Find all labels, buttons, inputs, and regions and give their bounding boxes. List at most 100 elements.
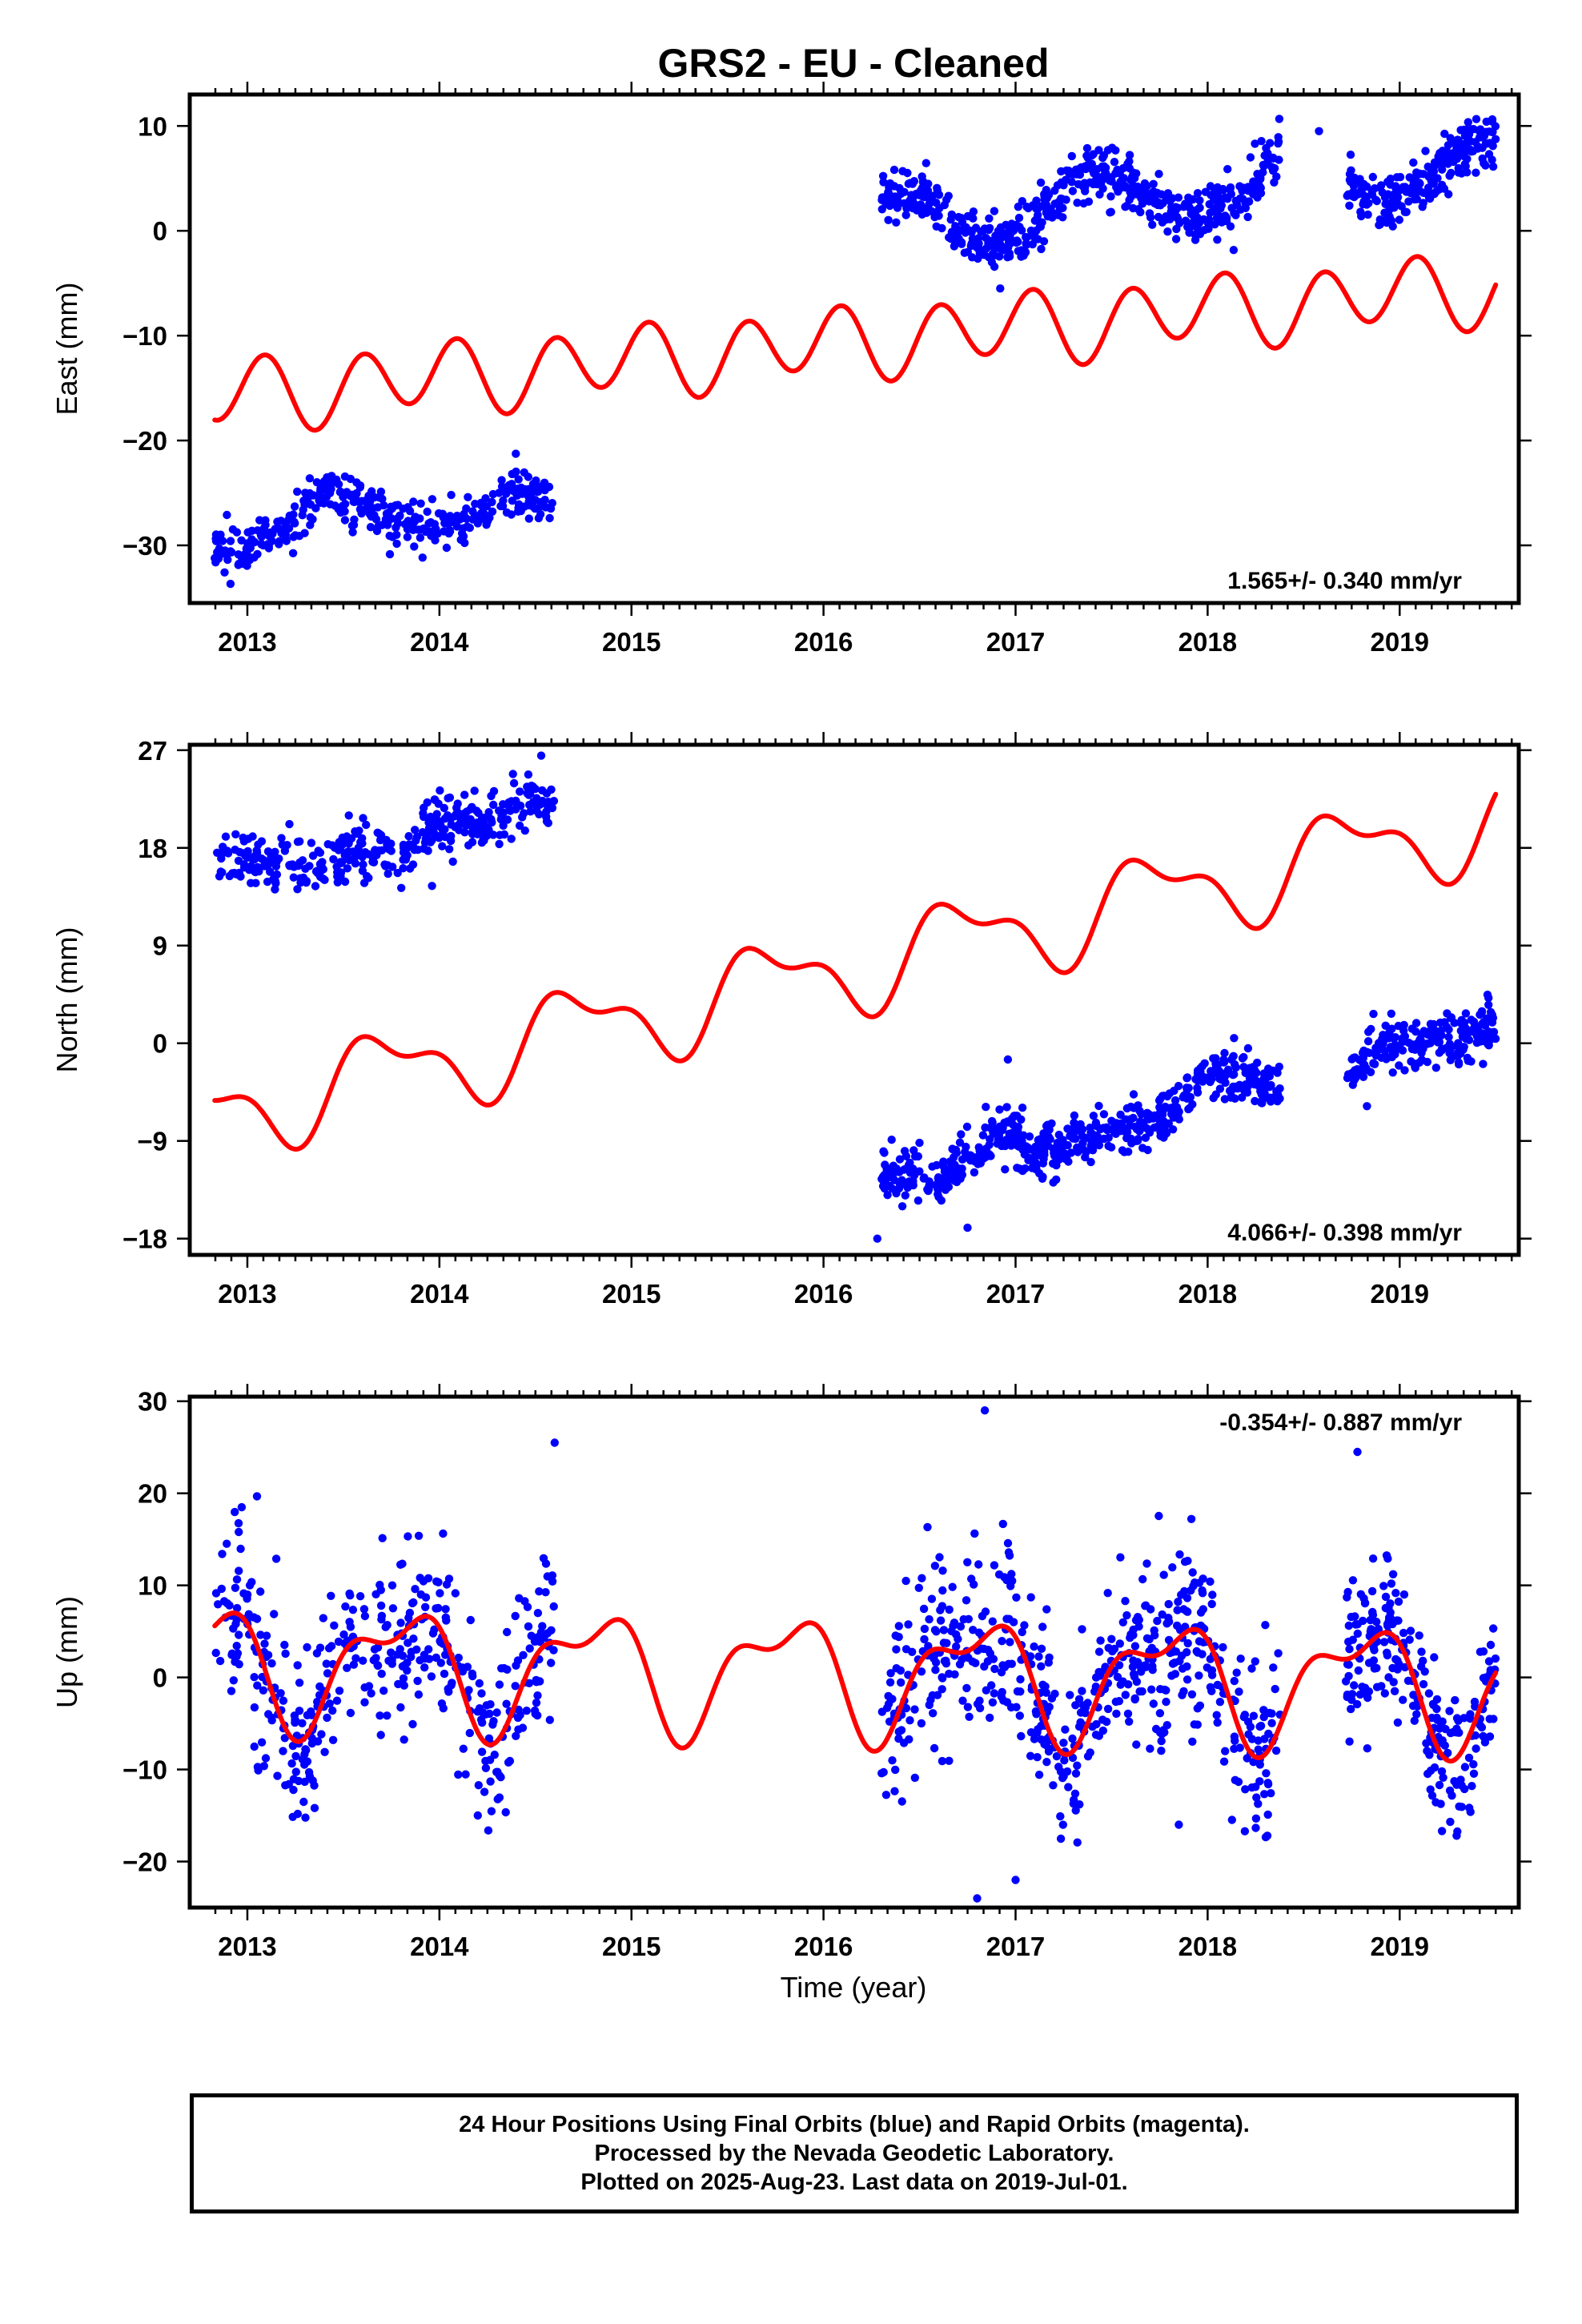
data-point xyxy=(1014,237,1022,247)
data-point xyxy=(958,1696,967,1705)
data-point xyxy=(1064,1783,1073,1791)
data-point xyxy=(1079,199,1088,208)
x-tick-label: 2016 xyxy=(794,1932,853,1961)
data-point xyxy=(1412,1710,1421,1719)
data-point xyxy=(1042,1758,1051,1767)
data-point xyxy=(1206,1683,1215,1691)
data-point xyxy=(303,1757,312,1766)
data-point xyxy=(548,1571,557,1580)
data-point xyxy=(1076,1120,1085,1129)
data-point xyxy=(1435,1038,1444,1047)
data-point xyxy=(284,524,294,533)
data-point xyxy=(323,488,333,497)
data-point xyxy=(1426,1039,1435,1047)
data-point xyxy=(246,544,255,553)
caption-line: Plotted on 2025-Aug-23. Last data on 201… xyxy=(580,2169,1128,2195)
data-point xyxy=(877,1175,886,1184)
data-point xyxy=(1232,1668,1241,1677)
data-point xyxy=(481,494,490,503)
data-point xyxy=(298,1719,307,1727)
data-point xyxy=(1480,1021,1490,1030)
data-point xyxy=(1162,194,1170,203)
data-point xyxy=(1163,227,1172,236)
data-point xyxy=(444,1574,454,1583)
data-point xyxy=(441,1651,450,1659)
data-point xyxy=(1411,1062,1419,1071)
data-point xyxy=(473,1811,482,1820)
data-point xyxy=(468,1671,477,1681)
data-point xyxy=(1183,1638,1192,1648)
data-point xyxy=(293,1661,302,1670)
data-point xyxy=(1187,1690,1197,1699)
data-point xyxy=(1267,1719,1276,1727)
y-tick-label: −9 xyxy=(137,1127,167,1156)
data-point xyxy=(357,509,366,518)
data-point xyxy=(974,1628,984,1637)
data-point xyxy=(1130,1694,1139,1703)
data-point xyxy=(1254,1799,1263,1808)
data-point xyxy=(1114,1661,1124,1670)
data-point xyxy=(468,838,477,846)
data-point xyxy=(517,484,526,493)
data-point xyxy=(1219,1058,1228,1067)
data-point xyxy=(459,1744,468,1753)
data-point xyxy=(1347,166,1355,175)
data-point xyxy=(1177,1590,1186,1599)
data-point xyxy=(1409,158,1418,167)
data-point xyxy=(1255,1078,1264,1087)
data-point xyxy=(330,1621,339,1630)
data-point xyxy=(218,1550,227,1558)
data-point xyxy=(1039,237,1049,246)
data-point xyxy=(1344,1621,1354,1630)
data-point xyxy=(1018,1627,1026,1637)
data-point xyxy=(1230,1070,1239,1079)
data-point xyxy=(1412,171,1421,180)
data-point xyxy=(1037,1644,1046,1653)
data-point xyxy=(1267,1789,1275,1798)
data-point xyxy=(385,531,394,541)
data-point xyxy=(487,1807,496,1815)
data-point xyxy=(1006,1141,1016,1150)
data-point xyxy=(1272,172,1281,181)
x-tick-label: 2015 xyxy=(602,627,661,657)
data-point xyxy=(1014,1141,1022,1151)
data-point xyxy=(295,858,304,867)
data-point xyxy=(1037,1662,1046,1671)
data-point xyxy=(362,820,371,830)
data-point xyxy=(1239,1052,1248,1062)
y-tick-label: 0 xyxy=(153,1029,167,1059)
data-point xyxy=(301,1745,310,1754)
data-point xyxy=(1368,1614,1377,1624)
data-point xyxy=(490,1751,499,1759)
data-point xyxy=(259,1686,268,1695)
data-point xyxy=(439,1529,448,1538)
data-point xyxy=(1481,161,1490,170)
data-point xyxy=(1030,1735,1039,1743)
data-point xyxy=(1154,1511,1163,1521)
data-point xyxy=(445,793,455,802)
data-point xyxy=(1168,1125,1178,1134)
data-point xyxy=(1414,1039,1423,1047)
data-point xyxy=(1129,203,1138,213)
data-point xyxy=(1044,1658,1054,1667)
data-point xyxy=(1479,1059,1488,1068)
data-point xyxy=(1345,1645,1354,1654)
data-point xyxy=(1344,1660,1354,1669)
data-point xyxy=(1363,199,1372,208)
data-point xyxy=(1042,186,1051,195)
data-point xyxy=(884,188,893,197)
data-point xyxy=(917,1574,926,1582)
data-point xyxy=(247,879,255,887)
data-point xyxy=(1154,170,1163,179)
data-point xyxy=(1350,1076,1359,1085)
data-point xyxy=(1229,246,1239,255)
data-point xyxy=(1125,1717,1134,1726)
data-point xyxy=(1064,167,1074,175)
data-point xyxy=(1234,1777,1243,1787)
east-data-points xyxy=(211,115,1500,589)
data-point xyxy=(227,1687,236,1695)
data-point xyxy=(1269,1663,1278,1672)
data-point xyxy=(1244,1080,1254,1089)
data-point xyxy=(1212,1711,1221,1719)
data-point xyxy=(1346,151,1355,159)
